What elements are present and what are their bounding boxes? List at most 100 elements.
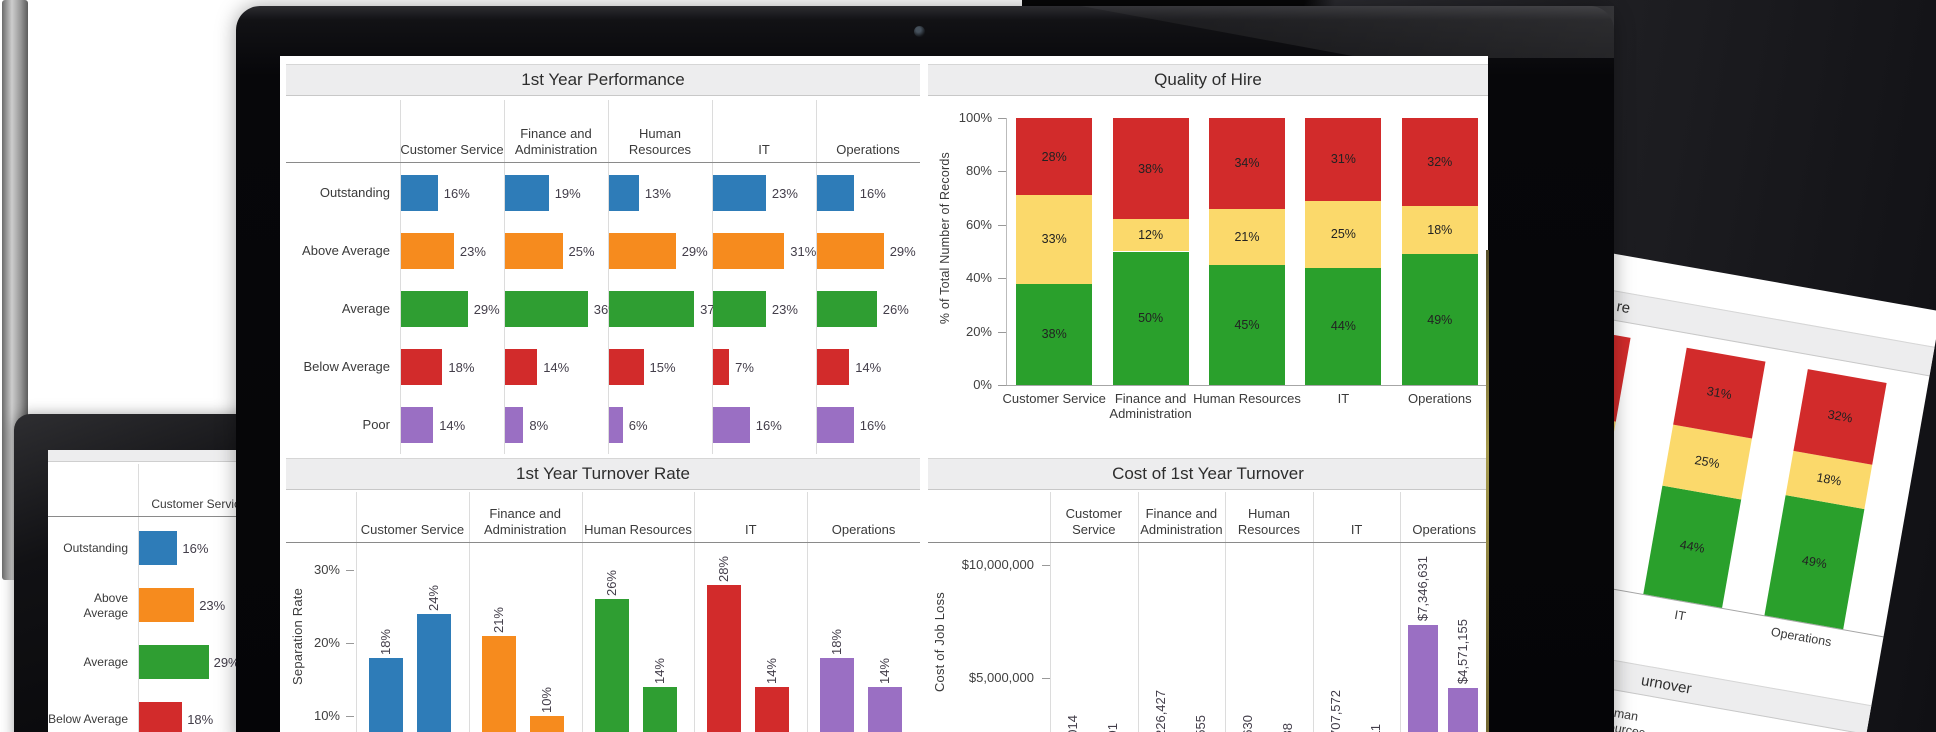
row-label: Outstanding: [319, 185, 390, 201]
bar: [817, 175, 854, 211]
clipped-bar-value: 555: [1192, 715, 1208, 732]
column-header: Customer Service: [1065, 506, 1122, 537]
bar-value: 14%: [543, 359, 570, 375]
laptop: 1st Year Performance Customer Service Fina…: [236, 6, 1614, 732]
stacked-segment-red: [1305, 118, 1382, 201]
y-tick-mark: [1042, 565, 1050, 566]
bar: [401, 407, 434, 443]
column-separator: [816, 100, 817, 454]
bar-value-rotated: 18%: [378, 628, 393, 655]
bar-value: 29%: [473, 301, 500, 317]
clipped-bar-value: 91: [1105, 722, 1120, 732]
bar: [594, 599, 629, 732]
stacked-segment-green: [1112, 251, 1189, 385]
column-separator: [581, 492, 583, 732]
stacked-segment-red: [1016, 118, 1093, 196]
bar-value-rotated: $7,346,631: [1415, 555, 1430, 621]
header-underline: [286, 162, 920, 163]
bar-value: 23%: [459, 243, 486, 259]
clipped-bar-value: 014: [1065, 715, 1080, 732]
bar-value: 29%: [681, 243, 708, 259]
bar: [401, 175, 438, 211]
column-header: Operations: [1412, 521, 1476, 537]
y-tick-mark: [346, 643, 354, 644]
stacked-segment-green: [1016, 283, 1093, 385]
segment-value: 33%: [1041, 232, 1067, 247]
y-tick-label: $5,000,000: [968, 670, 1034, 685]
bar-value: 16%: [755, 417, 782, 433]
y-tick-mark: [998, 171, 1006, 173]
bar: [505, 291, 588, 327]
bar-value-rotated: 14%: [877, 657, 893, 684]
panel-title: Cost of 1st Year Turnover: [928, 458, 1488, 490]
bar-value-rotated: 14%: [651, 657, 667, 684]
segment-value: 50%: [1138, 311, 1164, 326]
stacked-segment-yellow: [1401, 206, 1478, 255]
row-label: Below Average: [303, 359, 391, 375]
bar: [642, 686, 677, 732]
x-axis-category: Operations: [1408, 391, 1472, 406]
bar: [505, 175, 549, 211]
bar: [505, 349, 538, 385]
bar-value: 16%: [182, 540, 209, 556]
bar-value: 18%: [448, 359, 475, 375]
segment-value: 49%: [1800, 552, 1828, 572]
bar-value-rotated: 21%: [490, 606, 506, 633]
segment-value: 32%: [1826, 407, 1854, 426]
column-header: Human Resources: [584, 521, 692, 537]
column-header: Finance and Administration: [1140, 506, 1223, 537]
bar: [529, 716, 564, 732]
stacked-segment-yellow: [1305, 200, 1382, 268]
stacked-segment-red: [1401, 118, 1478, 207]
column-header: IT: [758, 141, 770, 157]
bar-value: 25%: [568, 243, 595, 259]
clipped-bar-value: 630: [1240, 715, 1256, 732]
bar: [505, 407, 524, 443]
row-label: Average: [341, 301, 390, 317]
bar-value: 31%: [790, 243, 817, 259]
column-separator: [1225, 492, 1227, 732]
column-separator: [712, 100, 713, 454]
row-label: Poor: [362, 417, 390, 433]
row-label: Below Average: [48, 712, 128, 727]
column-header: Finance and Administration: [484, 506, 567, 537]
y-tick-label: 80%: [965, 163, 992, 179]
bar-value: 19%: [554, 185, 581, 201]
column-header: Customer Service: [151, 496, 247, 511]
column-separator: [1137, 492, 1139, 732]
stacked-segment-green: [1209, 264, 1285, 385]
column-separator: [504, 100, 505, 454]
x-axis-category: Customer Service: [1002, 391, 1106, 406]
stacked-segment-yellow: [1209, 208, 1285, 265]
bar: [609, 407, 623, 443]
bar: [713, 233, 785, 269]
segment-value: 34%: [1234, 156, 1260, 171]
bar-value-rotated: 10%: [538, 686, 554, 713]
column-separator: [807, 492, 809, 732]
bar: [755, 686, 790, 732]
stacked-segment-green: [1401, 254, 1478, 385]
column-separator: [400, 100, 401, 454]
header-underline: [286, 542, 920, 543]
bar-value: 23%: [771, 301, 798, 317]
x-axis-category: IT: [1337, 391, 1350, 406]
bar-value: 14%: [855, 359, 882, 375]
stacked-segment-red: [1112, 118, 1189, 220]
segment-value: 32%: [1427, 155, 1453, 170]
bar: [817, 407, 854, 443]
bar-value-rotated: 26%: [603, 570, 619, 597]
column-header: Operations: [836, 141, 900, 157]
column-header: IT: [745, 521, 757, 537]
header-underline: [48, 516, 302, 517]
bar: [401, 233, 454, 269]
row-label: Average: [83, 655, 128, 670]
screen-edge-reflection: [1486, 250, 1489, 732]
tablet-title-fragment: re: [1615, 297, 1632, 317]
bar: [707, 584, 742, 732]
bar: [713, 291, 766, 327]
bar-value-rotated: 24%: [426, 584, 441, 611]
segment-value: 31%: [1330, 152, 1356, 167]
segment-value: 18%: [1427, 223, 1453, 238]
bar-value: 23%: [199, 597, 226, 613]
column-header: Human Resources: [1237, 506, 1301, 537]
